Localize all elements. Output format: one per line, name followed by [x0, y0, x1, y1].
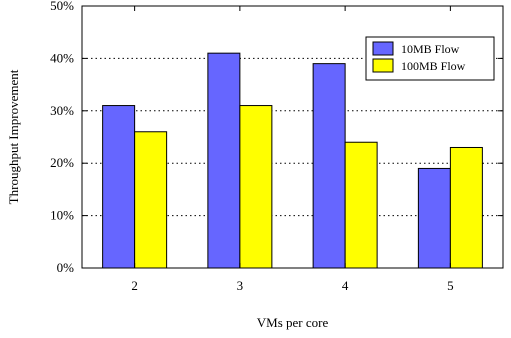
bar-series-2 — [449, 146, 483, 269]
legend-swatch — [372, 41, 394, 56]
legend: 10MB Flow 100MB Flow — [365, 36, 495, 81]
bar-series-2 — [239, 105, 273, 269]
y-tick-label: 40% — [50, 50, 74, 65]
legend-swatch — [372, 58, 394, 73]
x-tick-label: 3 — [237, 278, 244, 293]
y-tick-label: 20% — [50, 155, 74, 170]
bar-series-1 — [102, 105, 136, 269]
bar-series-1 — [207, 52, 241, 269]
x-axis: 2 3 4 5 — [131, 6, 454, 293]
x-tick-label: 2 — [131, 278, 138, 293]
y-tick-label: 50% — [50, 0, 74, 13]
y-tick-label: 10% — [50, 208, 74, 223]
plot-frame — [81, 5, 504, 269]
x-tick-label: 4 — [342, 278, 349, 293]
bar-series-2 — [134, 131, 168, 269]
bar-series-1 — [312, 63, 346, 269]
y-tick-label: 30% — [50, 103, 74, 118]
y-tick-label: 0% — [57, 260, 75, 275]
legend-label: 100MB Flow — [401, 59, 466, 73]
bars — [102, 52, 483, 269]
y-axis: 0% 10% 20% 30% 40% 50% — [50, 0, 503, 275]
bar-series-1 — [417, 167, 451, 269]
x-tick-label: 5 — [447, 278, 454, 293]
y-axis-label: Throughput Improvement — [6, 69, 21, 204]
legend-label: 10MB Flow — [401, 42, 460, 56]
bar-series-2 — [344, 141, 378, 269]
x-axis-label: VMs per core — [257, 315, 329, 330]
